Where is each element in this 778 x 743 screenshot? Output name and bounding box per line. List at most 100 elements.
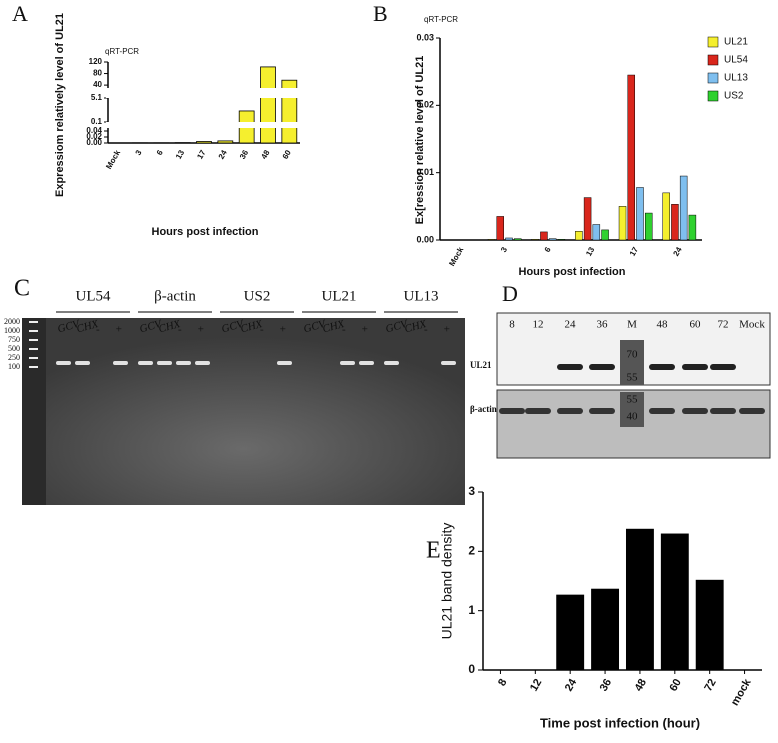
lane-label: +	[443, 324, 450, 336]
lane-label: 60	[690, 319, 702, 331]
band	[710, 364, 736, 370]
x-tick-label: 72	[702, 677, 719, 694]
ladder-band	[29, 366, 38, 368]
band	[56, 361, 71, 365]
marker-label: 70	[627, 349, 639, 361]
x-axis-title: Hours post infection	[519, 266, 626, 278]
bar	[602, 230, 609, 240]
lane-label: Mock	[739, 319, 765, 331]
lane-label: -	[260, 324, 264, 336]
x-tick-label: 3	[134, 148, 144, 157]
x-tick-label: 6	[543, 245, 553, 254]
bar	[506, 238, 513, 240]
gene-label: UL54	[76, 288, 111, 304]
panel-label: B	[373, 1, 388, 26]
ladder-band	[29, 348, 38, 350]
bar	[549, 239, 556, 240]
bar	[591, 589, 619, 670]
legend-label: UL54	[724, 55, 748, 66]
x-tick-label: 24	[671, 245, 684, 258]
panel-label: D	[502, 281, 518, 306]
panel-label: A	[12, 1, 28, 26]
lane-label: +	[279, 324, 286, 336]
x-tick-label: 17	[628, 245, 641, 258]
y-tick-label: 5.1	[91, 93, 103, 102]
x-tick-label: 8	[496, 677, 509, 688]
lane-label: +	[361, 324, 368, 336]
y-tick-label: 0	[468, 662, 475, 676]
band	[441, 361, 456, 365]
y-tick-label: 0.03	[416, 32, 434, 42]
band	[649, 408, 675, 414]
ladder-label: 500	[8, 344, 20, 353]
bar	[532, 239, 539, 240]
x-tick-label: 36	[238, 148, 251, 161]
ladder-lane	[22, 318, 46, 505]
marker-label: 55	[627, 372, 639, 384]
annotation: qRT-PCR	[105, 47, 139, 56]
lane-label: +	[197, 324, 204, 336]
legend-label: UL21	[724, 37, 748, 48]
ladder-label: 100	[8, 362, 20, 371]
ladder-label: 1000	[4, 326, 20, 335]
y-tick-label: 120	[89, 57, 103, 66]
bar	[584, 198, 591, 240]
y-tick-label: 0.00	[416, 234, 434, 244]
lane-label: 8	[509, 319, 515, 331]
band	[525, 408, 551, 414]
x-tick-label: Mock	[447, 245, 465, 268]
ladder-band	[29, 321, 38, 323]
bar	[637, 187, 644, 240]
ladder-label: 750	[8, 335, 20, 344]
ladder-band	[29, 339, 38, 341]
x-tick-label: 24	[217, 148, 230, 161]
band	[589, 408, 615, 414]
row-label: UL21	[470, 360, 492, 370]
y-axis-title: Ex[ression relative level of UL21	[414, 56, 426, 225]
band	[682, 408, 708, 414]
band	[499, 408, 525, 414]
lane-label: 12	[533, 319, 544, 331]
x-tick-label: 60	[667, 677, 684, 694]
band	[340, 361, 355, 365]
x-tick-label: 60	[281, 148, 294, 161]
band	[557, 408, 583, 414]
lane-label: 72	[718, 319, 729, 331]
x-tick-label: Mock	[104, 148, 122, 171]
x-tick-label: 12	[528, 677, 545, 694]
x-tick-label: mock	[729, 676, 754, 708]
gene-label: UL21	[322, 288, 357, 304]
row-label: β-actin	[470, 404, 497, 414]
y-tick-label: 2	[468, 544, 475, 558]
legend-label: UL13	[724, 73, 748, 84]
x-tick-label: 36	[598, 677, 615, 694]
band	[113, 361, 128, 365]
bar	[497, 216, 504, 240]
band	[359, 361, 374, 365]
x-tick-label: 3	[499, 245, 509, 254]
bar	[689, 215, 696, 240]
band	[176, 361, 191, 365]
gene-label: UL13	[404, 288, 439, 304]
lane-label: -	[96, 324, 100, 336]
y-tick-label: 3	[468, 484, 475, 498]
band	[589, 364, 615, 370]
bar	[488, 239, 495, 240]
bar	[680, 176, 687, 240]
bar	[556, 595, 584, 670]
ladder-band	[29, 357, 38, 359]
bar	[628, 75, 635, 240]
bar	[593, 225, 600, 240]
panel-label: C	[14, 276, 30, 302]
marker-label: 40	[627, 411, 639, 423]
legend-swatch	[708, 37, 718, 47]
y-axis-title: UL21 band density	[439, 523, 455, 640]
lane-label: -	[178, 324, 182, 336]
bar	[575, 231, 582, 240]
x-tick-label: 13	[174, 148, 187, 161]
band	[682, 364, 708, 370]
lane-label: 48	[657, 319, 669, 331]
legend-swatch	[708, 91, 718, 101]
lane-label: +	[115, 324, 122, 336]
